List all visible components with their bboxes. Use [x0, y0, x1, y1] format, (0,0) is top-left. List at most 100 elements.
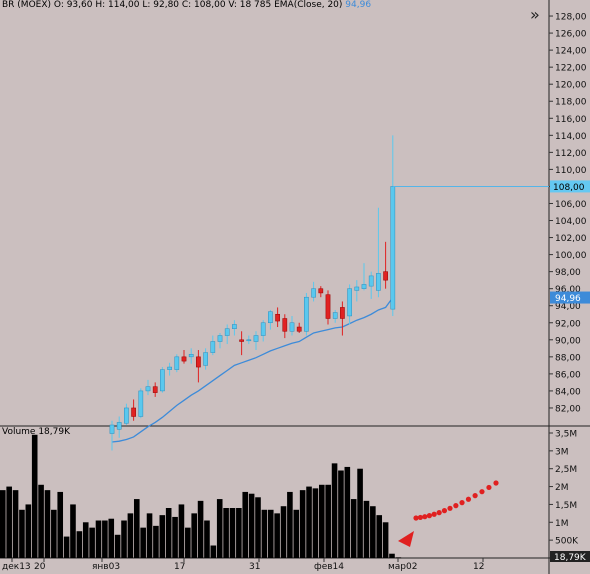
volume-bar — [102, 520, 108, 558]
candle-body — [188, 354, 194, 358]
candle-body — [361, 284, 367, 289]
chevron-double-right-icon[interactable]: » — [530, 5, 540, 24]
candle-body — [167, 366, 172, 370]
time-label: 12 — [473, 562, 484, 572]
candle-body — [296, 326, 302, 332]
volume-bar — [223, 508, 229, 558]
volume-bar — [210, 545, 217, 558]
price-tick-label: 82,00 — [555, 404, 581, 414]
volume-badge-label: 18,79K — [554, 553, 587, 563]
volume-bar — [261, 509, 268, 558]
ema-badge — [550, 291, 590, 304]
candle-body — [203, 352, 208, 366]
volume-bar — [350, 499, 357, 558]
volume-bar — [319, 484, 325, 558]
volume-bar — [82, 522, 89, 558]
ema-line — [111, 297, 394, 443]
volume-badge — [550, 551, 590, 562]
arrow-dot — [447, 505, 453, 511]
price-tick-label: 112,00 — [555, 149, 587, 159]
volume-bar — [344, 466, 351, 558]
ema-label: EMA(Close, 20) — [274, 0, 343, 10]
candle-body — [210, 341, 216, 353]
candle-body — [268, 311, 273, 324]
volume-bar — [306, 486, 312, 558]
candle-body — [196, 356, 201, 368]
volume-bar — [293, 509, 300, 558]
volume-bar — [140, 527, 146, 558]
price-tick-label: 94,00 — [555, 302, 581, 312]
candle-body — [145, 386, 151, 392]
time-label: 20 — [34, 562, 46, 572]
volume-bar — [159, 515, 166, 558]
volume-bar — [325, 484, 331, 558]
volume-tick-label: 500K — [555, 537, 579, 547]
volume-bar — [376, 515, 383, 558]
candle-body — [181, 356, 187, 362]
volume-bar — [127, 513, 134, 558]
candle-body — [289, 322, 295, 332]
price-tick-label: 124,00 — [555, 47, 587, 57]
time-label: фев14 — [314, 562, 344, 572]
price-tick-label: 128,00 — [555, 13, 587, 23]
ohlc-values: O: 93,60 H: 114,00 L: 92,80 C: 108,00 V:… — [53, 0, 272, 10]
candle-body — [383, 271, 388, 281]
volume-bar — [197, 500, 204, 558]
volume-bar — [153, 525, 159, 558]
arrow-head — [398, 531, 414, 547]
candle-body — [311, 288, 316, 298]
price-tick-label: 104,00 — [555, 217, 587, 227]
price-tick-label: 92,00 — [555, 319, 581, 329]
time-label: янв03 — [92, 562, 120, 572]
volume-bar — [338, 470, 344, 558]
volume-bar — [255, 497, 261, 558]
volume-bar — [267, 509, 274, 558]
price-tick-label: 122,00 — [555, 64, 587, 74]
price-tick-label: 98,00 — [555, 268, 581, 278]
volume-bar — [25, 504, 32, 558]
candle-body — [368, 275, 374, 287]
arrow-dot — [486, 484, 492, 491]
volume-bar — [204, 520, 210, 558]
candle-body — [275, 313, 280, 322]
time-label: 31 — [249, 562, 260, 572]
volume-tick-label: 1M — [555, 519, 569, 529]
candle-body — [390, 186, 396, 310]
volume-bar — [108, 518, 115, 558]
candle-body — [109, 424, 115, 434]
candle-body — [325, 294, 331, 319]
chart-header: BR (MOEX) O: 93,60 H: 114,00 L: 92,80 C:… — [2, 0, 371, 11]
volume-bar — [146, 513, 153, 558]
volume-bar — [172, 516, 178, 558]
candle-body — [354, 286, 360, 291]
volume-bar — [95, 520, 102, 558]
arrow-dot — [493, 480, 499, 486]
volume-bar — [19, 509, 25, 558]
red-arrow-annotation — [398, 480, 499, 547]
volume-tick-label: 2,5M — [555, 465, 577, 475]
volume-bar — [114, 534, 121, 558]
price-tick-label: 102,00 — [555, 234, 587, 244]
price-tick-label: 110,00 — [555, 166, 587, 176]
candle-body — [332, 312, 338, 319]
volume-bar — [44, 490, 51, 558]
arrow-dot — [453, 503, 459, 509]
price-tick-label: 90,00 — [555, 336, 581, 346]
symbol-label: BR (MOEX) — [2, 0, 52, 10]
price-tick-label: 120,00 — [555, 81, 587, 91]
last-price-badge — [550, 180, 590, 193]
arrow-dot — [459, 500, 465, 506]
volume-bar — [31, 434, 38, 558]
volume-bar — [6, 486, 12, 558]
candle-body — [304, 296, 309, 332]
candle-body — [347, 288, 352, 317]
volume-bar — [395, 557, 402, 559]
price-tick-label: 84,00 — [555, 387, 581, 397]
volume-bar — [389, 553, 395, 558]
candle-body — [152, 386, 158, 393]
candle-body — [124, 407, 129, 424]
volume-bar — [370, 506, 376, 558]
volume-bar — [89, 527, 95, 558]
ema-path — [111, 297, 394, 443]
